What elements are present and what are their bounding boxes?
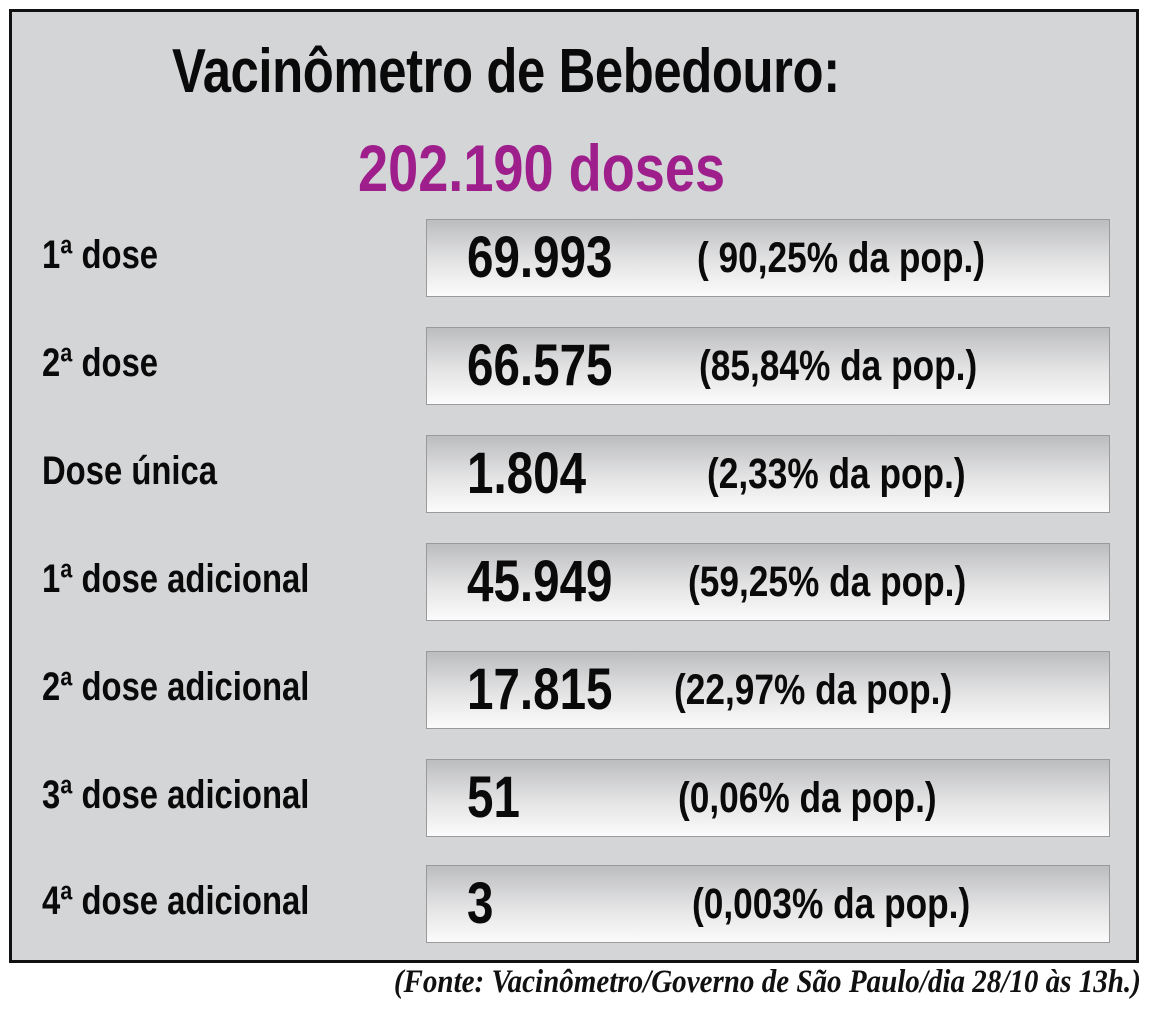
total-doses: 202.190 doses bbox=[358, 131, 726, 205]
value-box: 66.575 (85,84% da pop.) bbox=[426, 327, 1110, 405]
table-row: 2ª dose 66.575 (85,84% da pop.) bbox=[12, 327, 1136, 405]
row-value: 1.804 bbox=[467, 441, 587, 506]
row-percent: (22,97% da pop.) bbox=[674, 666, 953, 714]
row-value: 3 bbox=[467, 871, 494, 936]
row-percent: (0,06% da pop.) bbox=[678, 774, 937, 822]
row-percent: (2,33% da pop.) bbox=[707, 450, 966, 498]
row-value: 17.815 bbox=[467, 657, 613, 722]
row-label: 1ª dose bbox=[42, 233, 159, 277]
value-box: 51 (0,06% da pop.) bbox=[426, 759, 1110, 837]
value-box: 45.949 (59,25% da pop.) bbox=[426, 543, 1110, 621]
value-box: 17.815 (22,97% da pop.) bbox=[426, 651, 1110, 729]
row-value: 66.575 bbox=[467, 333, 613, 398]
table-row: 1ª dose 69.993 ( 90,25% da pop.) bbox=[12, 219, 1136, 297]
row-value: 69.993 bbox=[467, 225, 613, 290]
table-row: Dose única 1.804 (2,33% da pop.) bbox=[12, 435, 1136, 513]
value-box: 3 (0,003% da pop.) bbox=[426, 865, 1110, 943]
row-percent: (0,003% da pop.) bbox=[692, 880, 971, 928]
row-percent: (85,84% da pop.) bbox=[699, 342, 978, 390]
vaccine-panel: Vacinômetro de Bebedouro: 202.190 doses … bbox=[9, 9, 1139, 963]
row-label: 2ª dose bbox=[42, 341, 159, 385]
table-row: 4ª dose adicional 3 (0,003% da pop.) bbox=[12, 865, 1136, 943]
row-label: 1ª dose adicional bbox=[42, 557, 310, 601]
row-label: Dose única bbox=[42, 449, 217, 493]
row-percent: ( 90,25% da pop.) bbox=[697, 234, 986, 282]
value-box: 69.993 ( 90,25% da pop.) bbox=[426, 219, 1110, 297]
source-text: (Fonte: Vacinômetro/Governo de São Paulo… bbox=[393, 964, 1141, 1000]
row-value: 51 bbox=[467, 765, 520, 830]
row-value: 45.949 bbox=[467, 549, 613, 614]
value-box: 1.804 (2,33% da pop.) bbox=[426, 435, 1110, 513]
page-title: Vacinômetro de Bebedouro: bbox=[172, 37, 840, 106]
table-row: 3ª dose adicional 51 (0,06% da pop.) bbox=[12, 759, 1136, 837]
row-label: 4ª dose adicional bbox=[42, 879, 310, 923]
source-note: (Fonte: Vacinômetro/Governo de São Paulo… bbox=[292, 964, 1141, 1001]
row-label: 2ª dose adicional bbox=[42, 665, 310, 709]
table-row: 1ª dose adicional 45.949 (59,25% da pop.… bbox=[12, 543, 1136, 621]
row-label: 3ª dose adicional bbox=[42, 773, 310, 817]
row-percent: (59,25% da pop.) bbox=[688, 558, 967, 606]
table-row: 2ª dose adicional 17.815 (22,97% da pop.… bbox=[12, 651, 1136, 729]
